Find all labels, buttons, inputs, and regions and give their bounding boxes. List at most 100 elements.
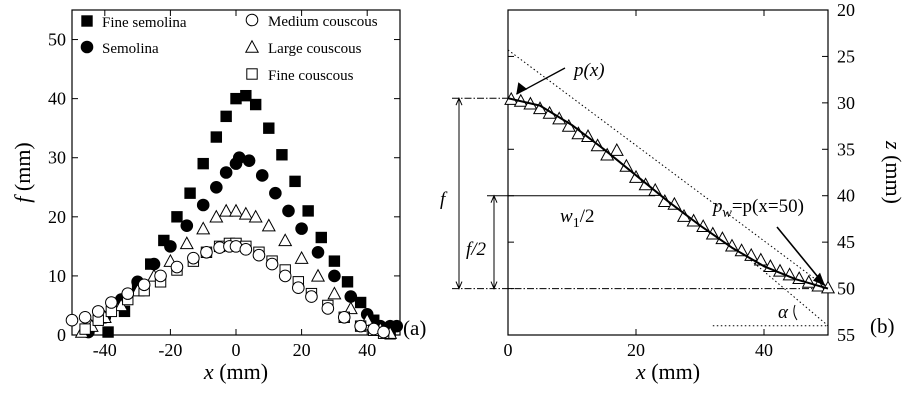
- y-tick-label-a: 20: [48, 207, 66, 227]
- data-point: [200, 245, 213, 259]
- data-point: [321, 302, 335, 315]
- data-point: [295, 222, 308, 235]
- data-point: [315, 231, 327, 244]
- data-point: [255, 169, 269, 182]
- panel-label-a: (a): [403, 316, 426, 340]
- x-tick-label-b: 0: [504, 340, 513, 360]
- series-medium-couscous: [65, 240, 390, 339]
- data-point: [79, 323, 91, 335]
- data-point: [170, 260, 184, 274]
- x-tick-label-a: -40: [93, 340, 117, 360]
- data-point: [269, 186, 282, 200]
- y-tick-label-b: 55: [837, 325, 855, 345]
- data-point: [210, 180, 223, 194]
- data-point: [390, 319, 404, 333]
- pw-arrow-head: [813, 272, 825, 286]
- legend-label: Medium couscous: [268, 14, 378, 30]
- f-arrow-top: [455, 96, 463, 106]
- data-point: [278, 233, 293, 247]
- series-profile-points: [504, 91, 836, 294]
- data-point: [265, 257, 279, 271]
- data-point: [171, 211, 183, 223]
- x-axis-label-a: x (mm): [203, 359, 268, 384]
- data-point: [187, 251, 200, 265]
- y-tick-label-b: 50: [837, 279, 855, 299]
- f-half-arrow-top: [490, 194, 498, 203]
- tangent-line-top: [507, 49, 829, 289]
- data-point: [230, 92, 242, 105]
- legend-label: Fine semolina: [102, 15, 187, 31]
- fit-curve: [507, 97, 829, 290]
- data-point: [657, 194, 672, 207]
- data-point: [65, 313, 79, 327]
- data-point: [154, 269, 167, 283]
- x-tick-label-a: 0: [232, 340, 241, 360]
- legend-label: Fine couscous: [268, 68, 354, 84]
- data-point: [341, 276, 354, 288]
- data-point: [311, 245, 325, 259]
- y-tick-label-a: 50: [48, 30, 66, 50]
- data-point: [180, 219, 194, 232]
- legend-marker: [244, 39, 260, 53]
- half-width-label: w1/2: [560, 206, 594, 231]
- legend-label: Semolina: [102, 41, 159, 57]
- p-arrow-head: [516, 82, 528, 95]
- data-point: [219, 203, 234, 217]
- data-point: [78, 310, 92, 324]
- data-point: [377, 325, 390, 339]
- data-point: [734, 243, 749, 257]
- y-tick-label-b: 20: [837, 0, 855, 20]
- legend-marker: [80, 40, 94, 54]
- x-tick-label-a: 40: [358, 340, 376, 360]
- data-point: [302, 205, 314, 217]
- pw-label: pw=p(x=50): [711, 196, 804, 221]
- data-point: [294, 250, 309, 264]
- y-tick-label-a: 10: [48, 266, 66, 286]
- data-point: [137, 278, 151, 292]
- y-axis-label-a: f (mm): [10, 142, 35, 203]
- data-point: [292, 281, 305, 295]
- data-point: [121, 287, 135, 300]
- data-point: [328, 255, 341, 267]
- alpha-arc: [793, 304, 798, 321]
- data-point: [197, 157, 209, 170]
- data-point: [239, 243, 253, 256]
- legend-marker: [246, 68, 258, 80]
- f-half-label: f/2: [466, 239, 487, 260]
- data-point: [184, 187, 196, 199]
- y-axis-label-b: z (mm): [881, 140, 906, 204]
- y-tick-label-a: 30: [48, 148, 66, 168]
- y-tick-label-a: 40: [48, 89, 66, 109]
- y-tick-label-b: 40: [837, 186, 855, 206]
- data-point: [242, 154, 256, 167]
- f-arrow-bottom: [455, 281, 463, 290]
- legend-marker: [81, 15, 93, 27]
- panel-label-b: (b): [870, 314, 895, 338]
- legend-a: Fine semolina Semolina Medium couscous Larg…: [80, 13, 378, 84]
- data-point: [263, 122, 275, 134]
- y-tick-label-b: 35: [837, 139, 855, 159]
- x-tick-label-b: 20: [627, 340, 645, 360]
- x-tick-label-a: 20: [293, 340, 311, 360]
- data-point: [179, 236, 194, 250]
- data-point: [276, 149, 288, 161]
- plot-frame-b: [507, 9, 829, 336]
- data-point: [220, 110, 232, 123]
- f-half-arrow-bottom: [490, 281, 498, 290]
- data-point: [261, 218, 276, 232]
- data-point: [337, 310, 351, 324]
- data-point: [196, 221, 211, 235]
- chart-panel-b: 0 20 40 20 25 30 35 40 45 50 55 x (mm) z (mm) (b) p(x)…: [440, 0, 906, 384]
- y-tick-label-b: 25: [837, 46, 855, 66]
- data-point: [609, 142, 624, 156]
- data-point: [240, 89, 252, 102]
- y-tick-label-b: 30: [837, 93, 855, 113]
- x-tick-label-a: -20: [158, 340, 182, 360]
- p-label: p(x): [572, 60, 605, 81]
- x-axis-label-b: x (mm): [635, 359, 700, 384]
- alpha-label: α: [778, 302, 789, 323]
- data-point: [310, 268, 326, 282]
- data-point: [219, 166, 233, 179]
- data-point: [278, 269, 292, 283]
